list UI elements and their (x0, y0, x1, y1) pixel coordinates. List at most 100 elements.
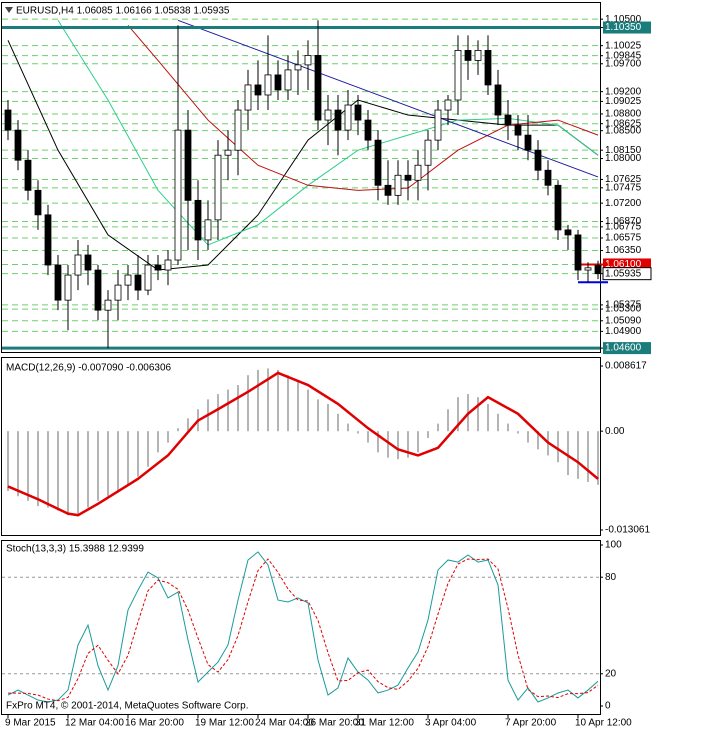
candle-body (524, 134, 532, 151)
candle-body (254, 84, 262, 96)
y-tick-label: 1.08000 (605, 153, 642, 164)
x-tick-label: 26 Mar 20:00 (305, 718, 364, 729)
candle-body (114, 284, 122, 301)
stoch-panel-frame (1, 540, 601, 715)
macd-bar (327, 403, 329, 432)
y-tick-label: 1.09025 (605, 96, 642, 107)
y-tick-label: 1.09200 (605, 86, 642, 97)
macd-bar (377, 431, 379, 453)
macd-bar (367, 431, 369, 443)
candle-body (34, 189, 42, 216)
macd-bar (307, 389, 309, 432)
y-tick-label: 0.008617 (605, 361, 647, 372)
y-tick-label: 1.08625 (605, 118, 642, 129)
x-tick-label: 7 Apr 20:00 (505, 718, 557, 729)
y-tick-label: 100 (605, 540, 622, 551)
macd-bar (117, 431, 119, 491)
y-tick-label: 1.07625 (605, 174, 642, 185)
candle-body (144, 264, 152, 291)
candle-body (54, 264, 62, 301)
candle-body (314, 55, 322, 121)
y-tick-label: 1.06350 (605, 245, 642, 256)
y-tick-label: 20 (605, 668, 617, 679)
macd-bar (487, 403, 489, 432)
candle-body (24, 159, 32, 191)
candle-body (44, 214, 52, 266)
y-tick-label: 1.08800 (605, 109, 642, 120)
macd-bar (587, 431, 589, 482)
candle-body (424, 139, 432, 166)
candle-body (164, 259, 172, 271)
candle-body (224, 149, 232, 156)
macd-bar (437, 423, 439, 432)
macd-bar (527, 431, 529, 443)
y-tick-label: 1.05090 (605, 315, 642, 326)
candle-body (514, 124, 522, 136)
macd-bar (67, 431, 69, 516)
candle-body (274, 74, 282, 91)
y-tick-label: 1.05375 (605, 300, 642, 311)
y-tick-label: 0.00 (605, 426, 625, 437)
price-label-bg (603, 21, 651, 34)
stoch-line (7, 551, 599, 703)
macd-bar (217, 394, 219, 432)
candle-body (4, 109, 12, 131)
macd-bar (517, 431, 519, 434)
x-tick-label: 3 Apr 04:00 (425, 718, 477, 729)
candle-body (134, 274, 142, 291)
macd-bar (57, 431, 59, 511)
candle-body (174, 129, 182, 261)
y-tick-label: 1.06870 (605, 216, 642, 227)
x-tick-label: 19 Mar 12:00 (195, 718, 254, 729)
candle-body (384, 184, 392, 196)
copyright: FxPro MT4, © 2001-2014, MetaQuotes Softw… (6, 701, 248, 712)
y-tick-label: 1.10500 (605, 14, 642, 25)
y-tick-label: 1.04900 (605, 326, 642, 337)
macd-bar (497, 413, 499, 432)
candle-body (374, 139, 382, 186)
candle-body (534, 149, 542, 171)
macd-bar (227, 389, 229, 432)
candle-body (324, 109, 332, 121)
candle-body (574, 234, 582, 271)
candle-body (484, 49, 492, 86)
candle-body (474, 49, 482, 61)
macd-bar (47, 431, 49, 508)
macd-bar (447, 409, 449, 432)
candle-body (404, 174, 412, 181)
candle-body (494, 84, 502, 116)
macd-bar (567, 431, 569, 476)
candle-body (544, 169, 552, 186)
macd-bar (237, 385, 239, 432)
macd-title: MACD(12,26,9) -0.007090 -0.006306 (6, 363, 172, 374)
macd-bar (407, 431, 409, 458)
candle-body (104, 299, 112, 311)
macd-bar (7, 431, 9, 491)
y-tick-label: 1.09700 (605, 58, 642, 69)
macd-bar (167, 431, 169, 443)
macd-bar (37, 431, 39, 507)
candle-body (234, 109, 242, 151)
x-tick-label: 16 Mar 20:00 (125, 718, 184, 729)
macd-bar (157, 431, 159, 453)
y-tick-label: 1.06100 (605, 259, 642, 270)
y-tick-label: 1.08500 (605, 125, 642, 136)
macd-bar (27, 431, 29, 501)
x-tick-label: 9 Mar 2015 (5, 718, 56, 729)
candle-body (454, 49, 462, 101)
candle-body (334, 109, 342, 131)
candle-body (74, 254, 82, 276)
macd-bar (17, 431, 19, 497)
candle-body (294, 64, 302, 71)
candle-body (364, 119, 372, 141)
macd-bar (427, 431, 429, 438)
macd-bar (267, 368, 269, 432)
y-tick-label: 0 (605, 701, 611, 712)
signal-line (7, 371, 599, 517)
x-tick-label: 31 Mar 12:00 (355, 718, 414, 729)
candle-body (84, 254, 92, 271)
candle-body (304, 55, 312, 66)
candle-body (444, 99, 452, 111)
